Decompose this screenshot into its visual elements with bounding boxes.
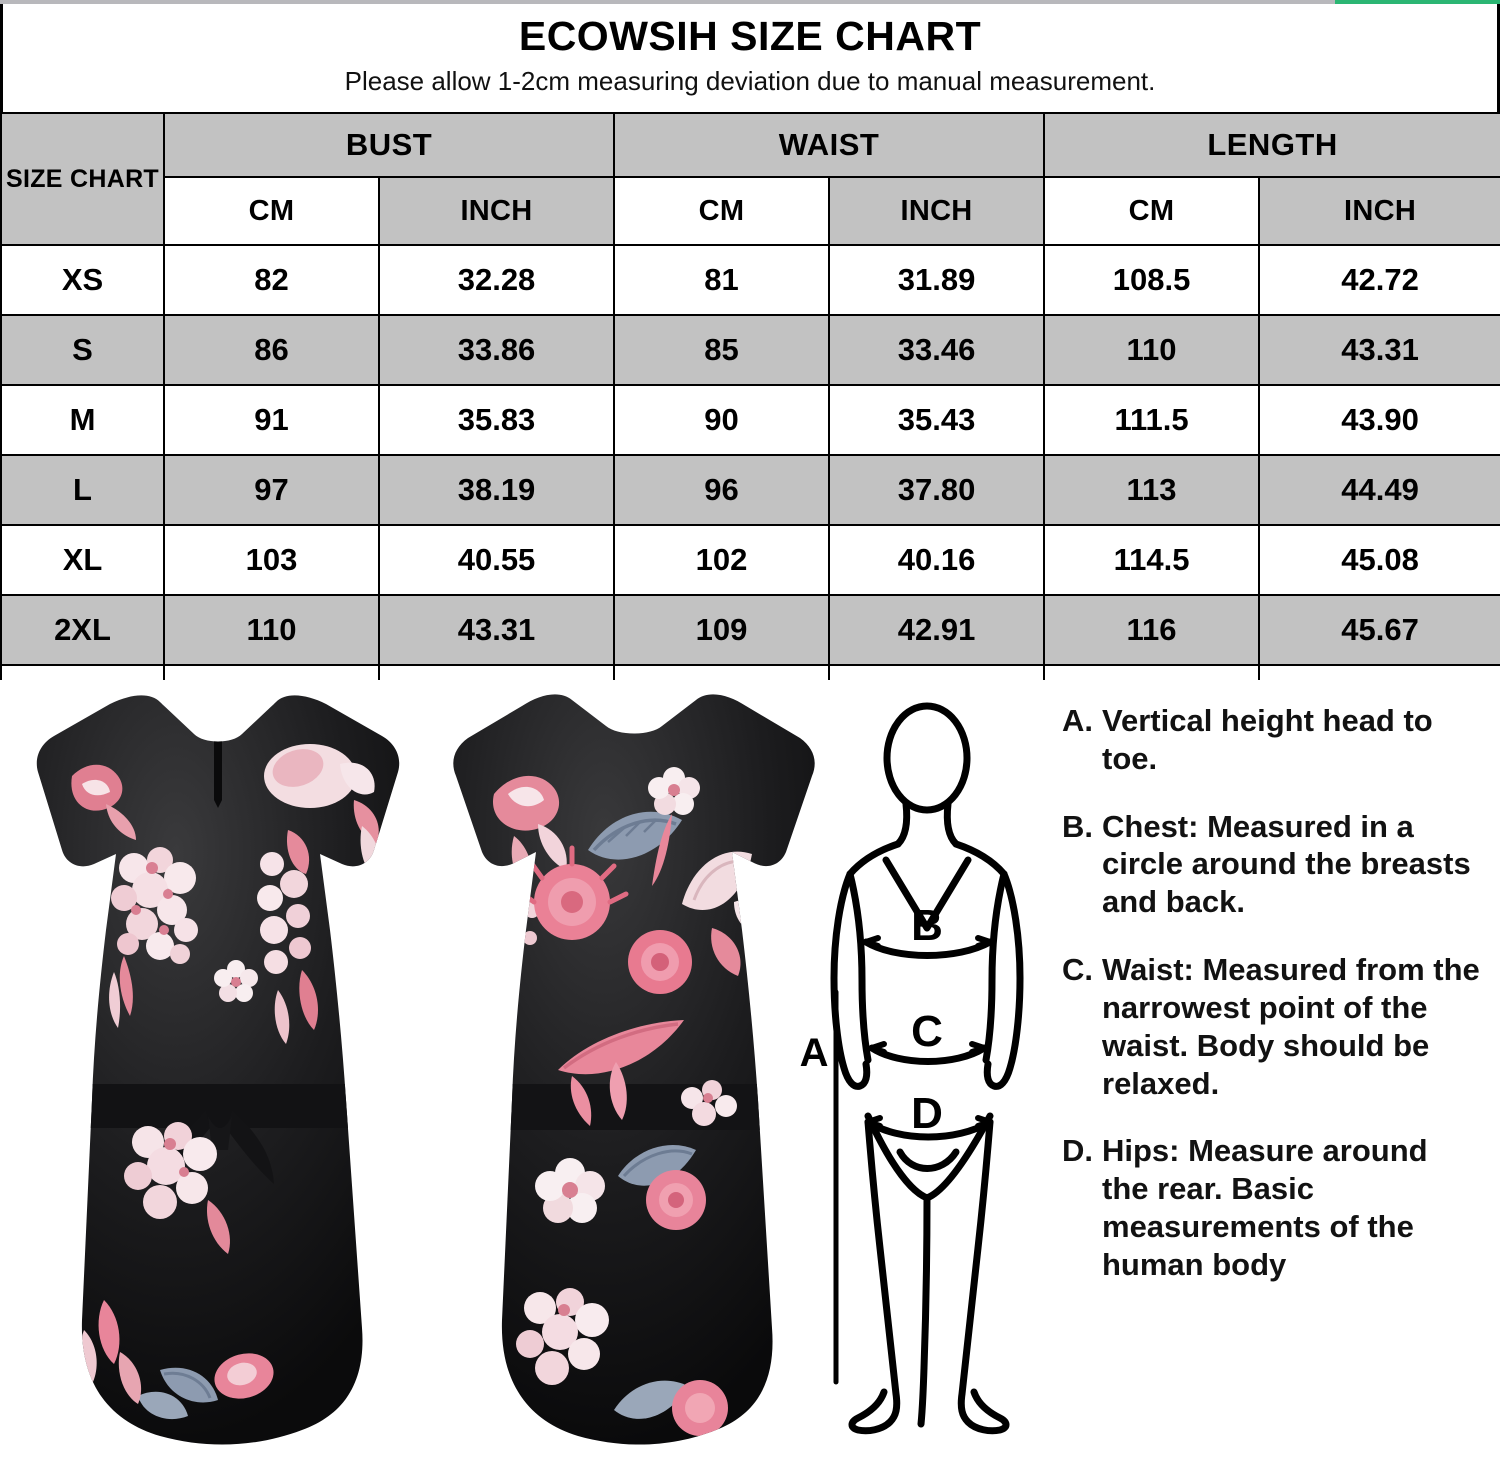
column-header-waist-cm: CM (613, 176, 831, 246)
size-chart-table: SIZE CHART BUST WAIST LENGTH CM INCH CM … (0, 112, 1500, 736)
top-rule-accent (1335, 0, 1500, 4)
mannequin-label-waist: C (911, 1007, 943, 1056)
cell-waist-cm: 81 (613, 244, 831, 316)
cell-length-cm: 114.5 (1043, 524, 1261, 596)
cell-length-cm: 116 (1043, 594, 1261, 666)
cell-bust-inch: 38.19 (377, 454, 616, 526)
cell-length-inch: 42.72 (1258, 244, 1500, 316)
column-header-length-inch: INCH (1258, 176, 1500, 246)
cell-bust-inch: 33.86 (377, 314, 616, 386)
column-group-waist: WAIST (613, 112, 1046, 178)
mannequin-head (883, 702, 971, 814)
cell-bust-cm: 110 (163, 594, 380, 666)
instruction-item: D. Hips: Measure around the rear. Basic m… (1062, 1132, 1482, 1283)
instruction-item: A. Vertical height head to toe. (1062, 702, 1482, 778)
cell-bust-cm: 82 (163, 244, 380, 316)
cell-bust-inch: 40.55 (377, 524, 616, 596)
instruction-text: Waist: Measured from the narrowest point… (1102, 952, 1480, 1101)
cell-waist-cm: 109 (613, 594, 831, 666)
cell-length-cm: 113 (1043, 454, 1261, 526)
column-group-length: LENGTH (1043, 112, 1500, 178)
cell-length-inch: 44.49 (1258, 454, 1500, 526)
page-subtitle: Please allow 1-2cm measuring deviation d… (344, 66, 1156, 97)
instruction-marker: C. (1062, 952, 1093, 988)
cell-waist-cm: 96 (613, 454, 831, 526)
instruction-marker: B. (1062, 808, 1093, 844)
cell-waist-inch: 42.91 (828, 594, 1046, 666)
cell-waist-inch: 40.16 (828, 524, 1046, 596)
table-group-header-row: SIZE CHART BUST WAIST LENGTH (0, 112, 1500, 246)
cell-size-label: XS (0, 244, 165, 316)
cell-waist-inch: 37.80 (828, 454, 1046, 526)
cell-size-label: S (0, 314, 165, 386)
cell-size-label: M (0, 384, 165, 456)
table-unit-header-row: CM INCH CM INCH CM INCH (1, 176, 1500, 246)
cell-length-inch: 45.67 (1258, 594, 1500, 666)
dress-front-illustration (36, 695, 400, 1445)
instruction-item: C. Waist: Measured from the narrowest poi… (1062, 951, 1482, 1102)
instruction-text: Hips: Measure around the rear. Basic mea… (1102, 1133, 1428, 1282)
table-row: XL 103 40.55 102 40.16 114.5 45.08 (0, 524, 1500, 596)
mannequin-diagram: B C D A (800, 692, 1055, 1452)
cell-waist-inch: 31.89 (828, 244, 1046, 316)
instruction-text: Vertical height head to toe. (1102, 703, 1433, 776)
instruction-marker: D. (1062, 1133, 1093, 1169)
cell-length-inch: 45.08 (1258, 524, 1500, 596)
table-row: XS 82 32.28 81 31.89 108.5 42.72 (0, 244, 1500, 316)
cell-length-cm: 110 (1043, 314, 1261, 386)
cell-bust-cm: 97 (163, 454, 380, 526)
cell-bust-inch: 35.83 (377, 384, 616, 456)
cell-size-label: L (0, 454, 165, 526)
table-row: S 86 33.86 85 33.46 110 43.31 (0, 314, 1500, 386)
page-title: ECOWSIH SIZE CHART (518, 13, 982, 59)
cell-waist-cm: 90 (613, 384, 831, 456)
cell-waist-cm: 102 (613, 524, 831, 596)
cell-bust-cm: 91 (163, 384, 380, 456)
table-body: XS 82 32.28 81 31.89 108.5 42.72 S 86 33.86 85 33.4… (0, 244, 1500, 736)
column-group-bust: BUST (162, 112, 616, 178)
cell-waist-cm: 85 (613, 314, 831, 386)
cell-length-cm: 108.5 (1043, 244, 1261, 316)
cell-bust-inch: 32.28 (377, 244, 616, 316)
instruction-marker: A. (1062, 703, 1093, 738)
dress-back-photo (432, 680, 822, 1463)
illustration-row: B C D A A. Vertical height head to toe. B.… (0, 680, 1500, 1463)
cell-waist-inch: 33.46 (828, 314, 1046, 386)
cell-bust-cm: 86 (163, 314, 380, 386)
column-header-waist-inch: INCH (828, 176, 1046, 246)
table-row: L 97 38.19 96 37.80 113 44.49 (0, 454, 1500, 526)
cell-waist-inch: 35.43 (828, 384, 1046, 456)
measurement-instructions: A. Vertical height head to toe. B. Chest: M… (1062, 702, 1482, 1314)
mannequin-label-height: A (800, 1031, 828, 1075)
instruction-text: Chest: Measured in a circle around the b… (1102, 808, 1471, 920)
column-header-size-chart: SIZE CHART (0, 112, 165, 246)
mannequin-label-hips: D (911, 1089, 943, 1138)
dress-back-illustration (453, 694, 815, 1445)
dress-front-photo (10, 680, 425, 1463)
cell-size-label: 2XL (0, 594, 165, 666)
floral-print-back (492, 767, 777, 1436)
column-header-bust-inch: INCH (377, 176, 616, 246)
cell-bust-cm: 103 (163, 524, 380, 596)
mannequin-label-chest: B (911, 901, 943, 950)
mannequin-illustration: B C D A (800, 702, 1024, 1435)
column-header-bust-cm: CM (163, 176, 380, 246)
cell-length-inch: 43.90 (1258, 384, 1500, 456)
table-row: 2XL 110 43.31 109 42.91 116 45.67 (0, 594, 1500, 666)
floral-print (71, 744, 380, 1420)
cell-length-cm: 111.5 (1043, 384, 1261, 456)
table-head: SIZE CHART BUST WAIST LENGTH CM INCH CM … (0, 112, 1500, 246)
column-header-length-cm: CM (1043, 176, 1261, 246)
chart-heading: ECOWSIH SIZE CHART Please allow 1-2cm me… (0, 4, 1500, 112)
cell-size-label: XL (0, 524, 165, 596)
cell-bust-inch: 43.31 (377, 594, 616, 666)
cell-length-inch: 43.31 (1258, 314, 1500, 386)
instruction-item: B. Chest: Measured in a circle around the… (1062, 808, 1482, 921)
top-rule (0, 0, 1500, 4)
table-row: M 91 35.83 90 35.43 111.5 43.90 (0, 384, 1500, 456)
